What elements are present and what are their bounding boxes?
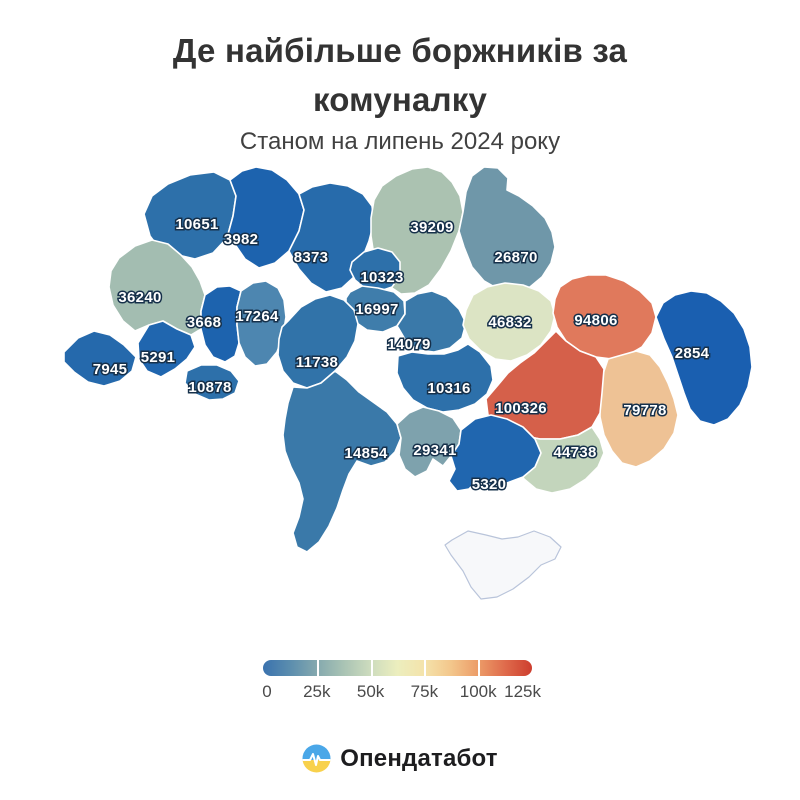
page-title-line2: комуналку (312, 81, 488, 118)
page-subtitle: Станом на липень 2024 року (239, 128, 561, 155)
brand-footer: Опендатабот (0, 744, 800, 773)
opendatabot-logo-icon (302, 744, 331, 773)
map-region (448, 414, 542, 492)
map-region (349, 247, 401, 292)
legend-tick (370, 660, 373, 676)
region-value-label: 10323 (360, 269, 403, 286)
map-region (108, 239, 206, 336)
map-region (396, 290, 467, 353)
region-value-label: 94806 (574, 312, 617, 329)
region-value-label: 14079 (387, 336, 430, 353)
region-value-label: 5320 (472, 476, 507, 493)
region-value-label: 3982 (224, 231, 259, 248)
region-value-label: 36240 (118, 289, 161, 306)
legend-tick (424, 660, 427, 676)
map-region (277, 294, 359, 389)
map-region (458, 166, 556, 292)
map-region (599, 350, 679, 468)
region-value-label: 29341 (413, 442, 456, 459)
map-region (282, 370, 402, 553)
header: Де найбільше боржників за комуналку Стан… (0, 26, 800, 158)
region-value-label: 7945 (93, 361, 128, 378)
region-value-label: 2854 (675, 345, 710, 362)
region-value-label: 10651 (175, 216, 218, 233)
map-region (200, 285, 242, 363)
region-value-label: 44738 (553, 444, 596, 461)
region-value-label: 46832 (488, 314, 531, 331)
region-value-label: 11738 (296, 354, 338, 371)
region-value-label: 79778 (623, 402, 666, 419)
page-title-line1: Де найбільше боржників за (172, 32, 628, 69)
region-value-label: 8373 (294, 249, 329, 266)
legend-label: 50k (356, 682, 385, 701)
map-region (184, 364, 240, 401)
region-value-label: 17264 (235, 308, 279, 325)
legend-gradient-bar (263, 660, 532, 676)
region-value-label: 10878 (188, 379, 231, 396)
region-value-label: 26870 (494, 249, 537, 266)
legend-labels: 0 25k 50k 75k 100k 125k (262, 682, 541, 704)
region-value-label: 39209 (410, 219, 453, 236)
legend-label: 0 (262, 682, 272, 701)
map-region (462, 282, 556, 362)
legend-tick (316, 660, 319, 676)
color-legend: 0 25k 50k 75k 100k 125k (262, 660, 541, 704)
region-value-label: 16997 (355, 301, 398, 318)
brand-name: Опендатабот (340, 744, 498, 772)
legend-label: 75k (410, 682, 439, 701)
legend-label: 125k (504, 682, 542, 701)
map-region (63, 330, 137, 387)
region-value-label: 5291 (141, 349, 176, 366)
region-value-label: 3668 (187, 314, 222, 331)
legend-label: 25k (303, 682, 331, 701)
legend-label: 100k (459, 682, 497, 701)
map-region (236, 280, 287, 367)
legend-tick (478, 660, 481, 676)
region-value-label: 10316 (427, 380, 470, 397)
map-region (396, 343, 494, 413)
map-region (444, 530, 562, 600)
region-value-label: 14854 (344, 445, 388, 462)
map-region (655, 290, 753, 426)
region-value-label: 100326 (495, 400, 547, 417)
map-region (137, 320, 196, 378)
